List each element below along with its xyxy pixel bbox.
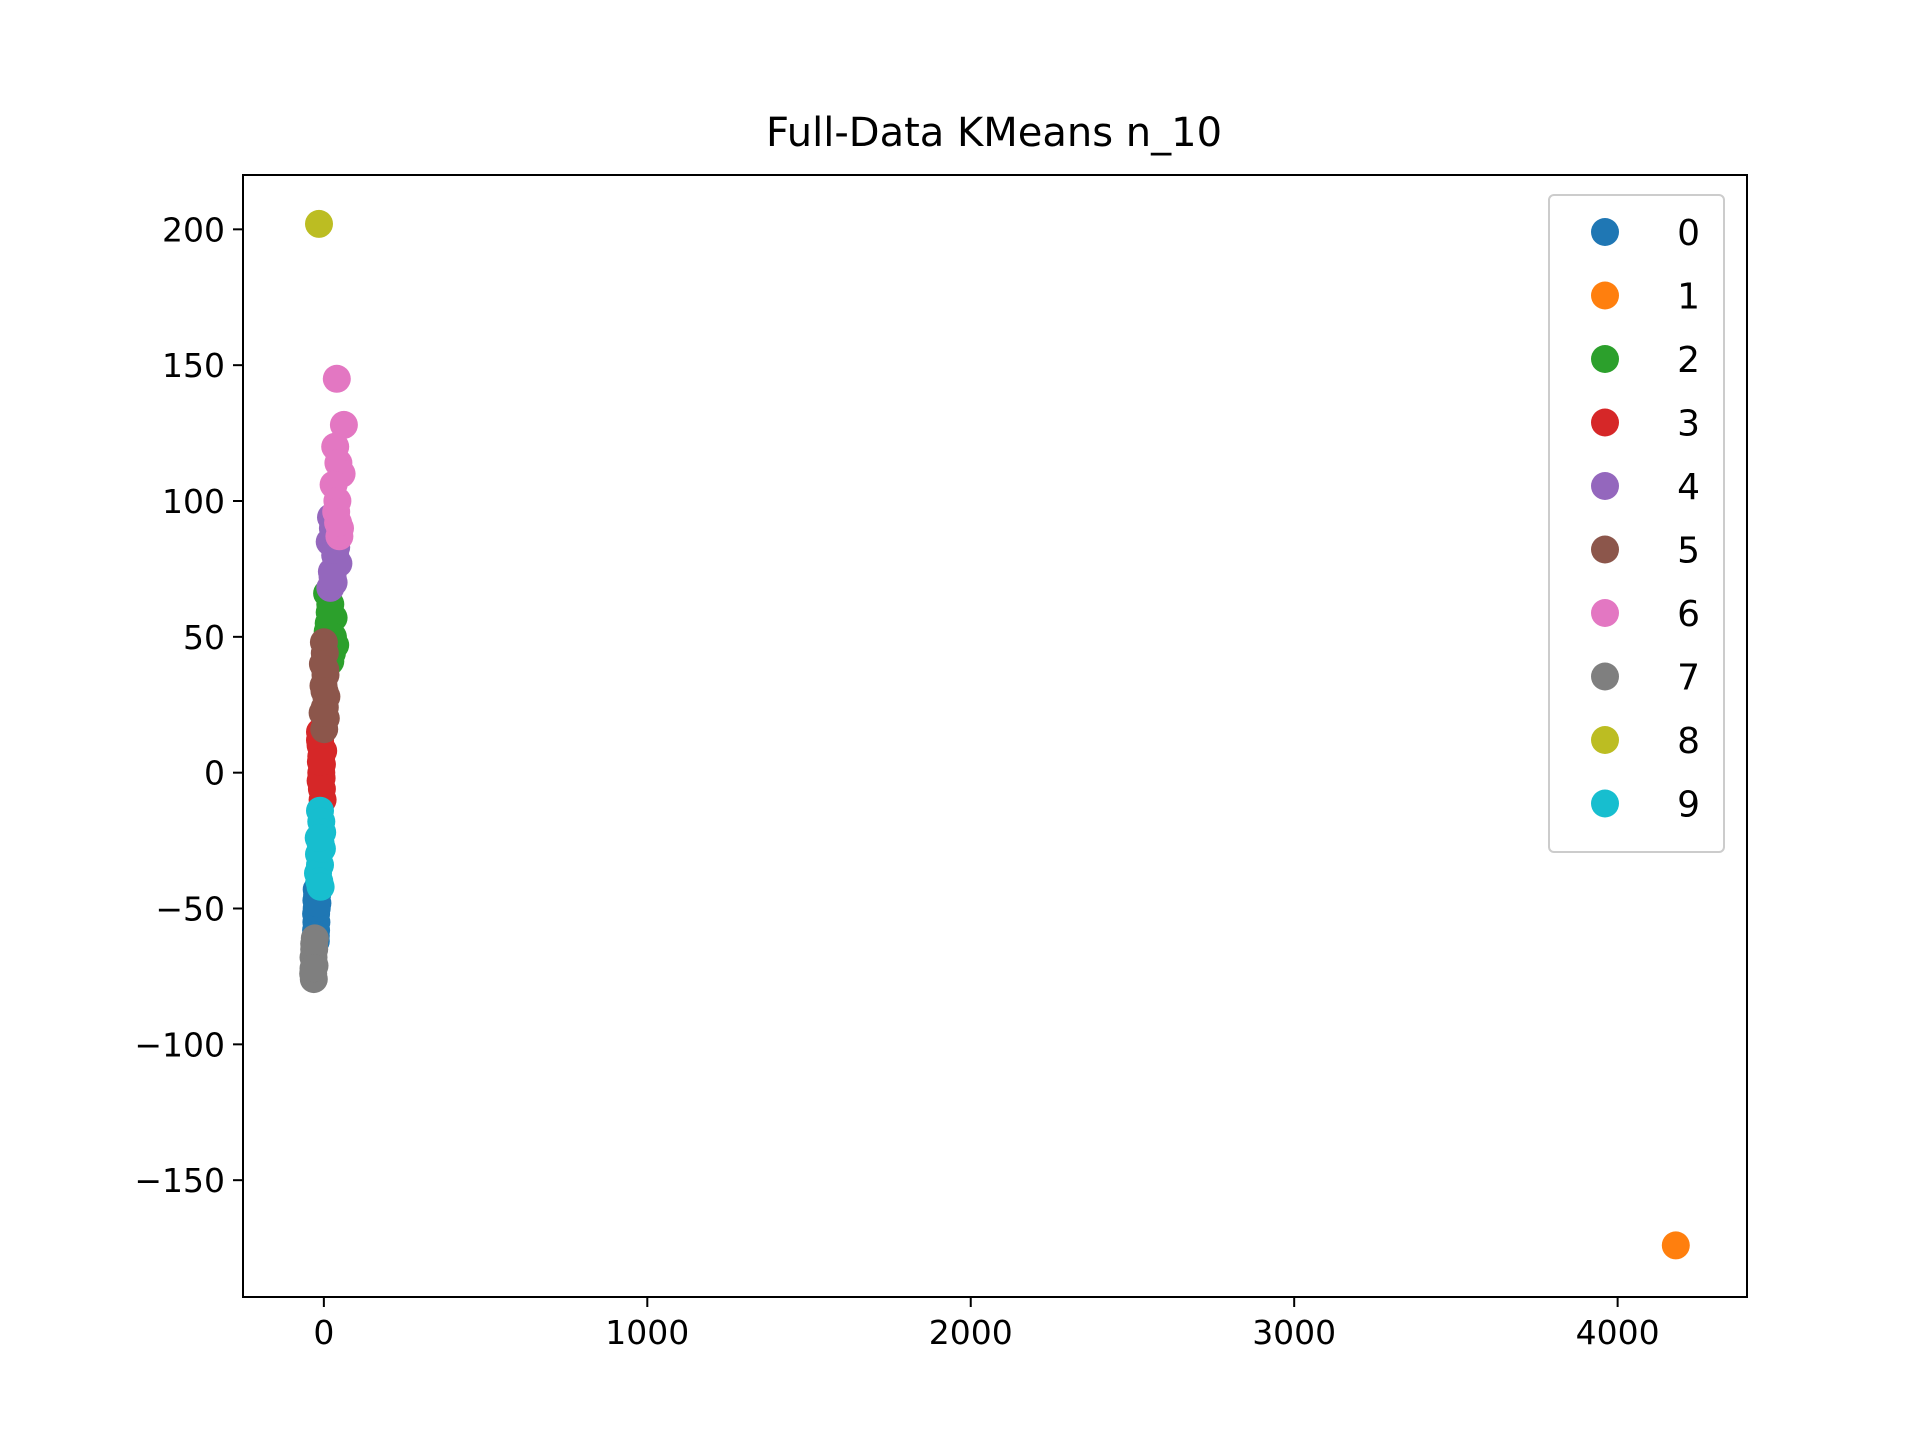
plot-frame — [242, 174, 1748, 1298]
y-tick-label-50: 50 — [183, 618, 225, 657]
y-axis: −150 −100 −50 0 50 100 150 200 — [134, 210, 243, 1200]
legend-label-9: 9 — [1677, 785, 1700, 826]
point-series-9-10 — [304, 823, 333, 852]
legend-marker-8 — [1591, 726, 1619, 754]
legend-marker-5 — [1591, 535, 1619, 564]
legend-label-0: 0 — [1677, 213, 1700, 254]
legend-label-7: 7 — [1677, 658, 1700, 699]
point-series-5-9 — [308, 698, 337, 727]
legend-marker-9 — [1591, 789, 1619, 818]
legend: 0 1 2 3 4 5 6 7 8 9 — [1548, 194, 1725, 853]
point-series-4-9 — [318, 563, 347, 592]
legend-marker-2 — [1591, 345, 1619, 373]
point-series-6-0 — [322, 364, 351, 393]
legend-label-3: 3 — [1677, 404, 1700, 445]
legend-label-2: 2 — [1677, 340, 1700, 381]
y-tick-label--50: −50 — [155, 890, 225, 929]
point-series-6-10 — [324, 508, 353, 537]
y-tick-label-150: 150 — [162, 346, 225, 385]
x-axis: 0 1000 2000 3000 4000 — [313, 1297, 1660, 1352]
point-series-7-6 — [300, 929, 329, 958]
point-series-7-7 — [299, 954, 328, 983]
x-tick-label-3000: 3000 — [1252, 1313, 1336, 1352]
y-tick-label-200: 200 — [162, 210, 225, 249]
x-tick-label-0: 0 — [313, 1313, 334, 1352]
x-tick-label-4000: 4000 — [1576, 1313, 1660, 1352]
legend-marker-0 — [1591, 218, 1619, 246]
legend-marker-1 — [1591, 281, 1619, 310]
legend-label-5: 5 — [1677, 531, 1700, 572]
point-series-5-11 — [310, 677, 339, 706]
points-layer — [299, 209, 1690, 1260]
legend-marker-7 — [1591, 662, 1619, 691]
y-tick-label--150: −150 — [134, 1161, 225, 1200]
legend-marker-4 — [1591, 472, 1619, 500]
legend-label-6: 6 — [1677, 594, 1700, 635]
point-series-9-8 — [306, 872, 335, 901]
chart-title: Full-Data KMeans n_10 — [766, 110, 1222, 156]
x-tick-label-1000: 1000 — [605, 1313, 689, 1352]
point-series-5-10 — [311, 655, 340, 684]
point-series-6-1 — [329, 410, 358, 439]
legend-label-4: 4 — [1677, 467, 1700, 508]
legend-label-8: 8 — [1677, 721, 1700, 762]
point-series-8-0 — [305, 209, 333, 238]
y-tick-label--100: −100 — [134, 1025, 225, 1064]
y-tick-label-100: 100 — [162, 482, 225, 521]
y-tick-label-0: 0 — [204, 754, 225, 793]
point-series-3-11 — [306, 747, 335, 776]
point-series-1-0 — [1661, 1231, 1690, 1260]
x-tick-label-2000: 2000 — [929, 1313, 1013, 1352]
legend-marker-3 — [1591, 408, 1619, 437]
legend-marker-6 — [1591, 599, 1619, 627]
legend-label-1: 1 — [1677, 277, 1700, 318]
point-series-2-8 — [315, 598, 344, 627]
